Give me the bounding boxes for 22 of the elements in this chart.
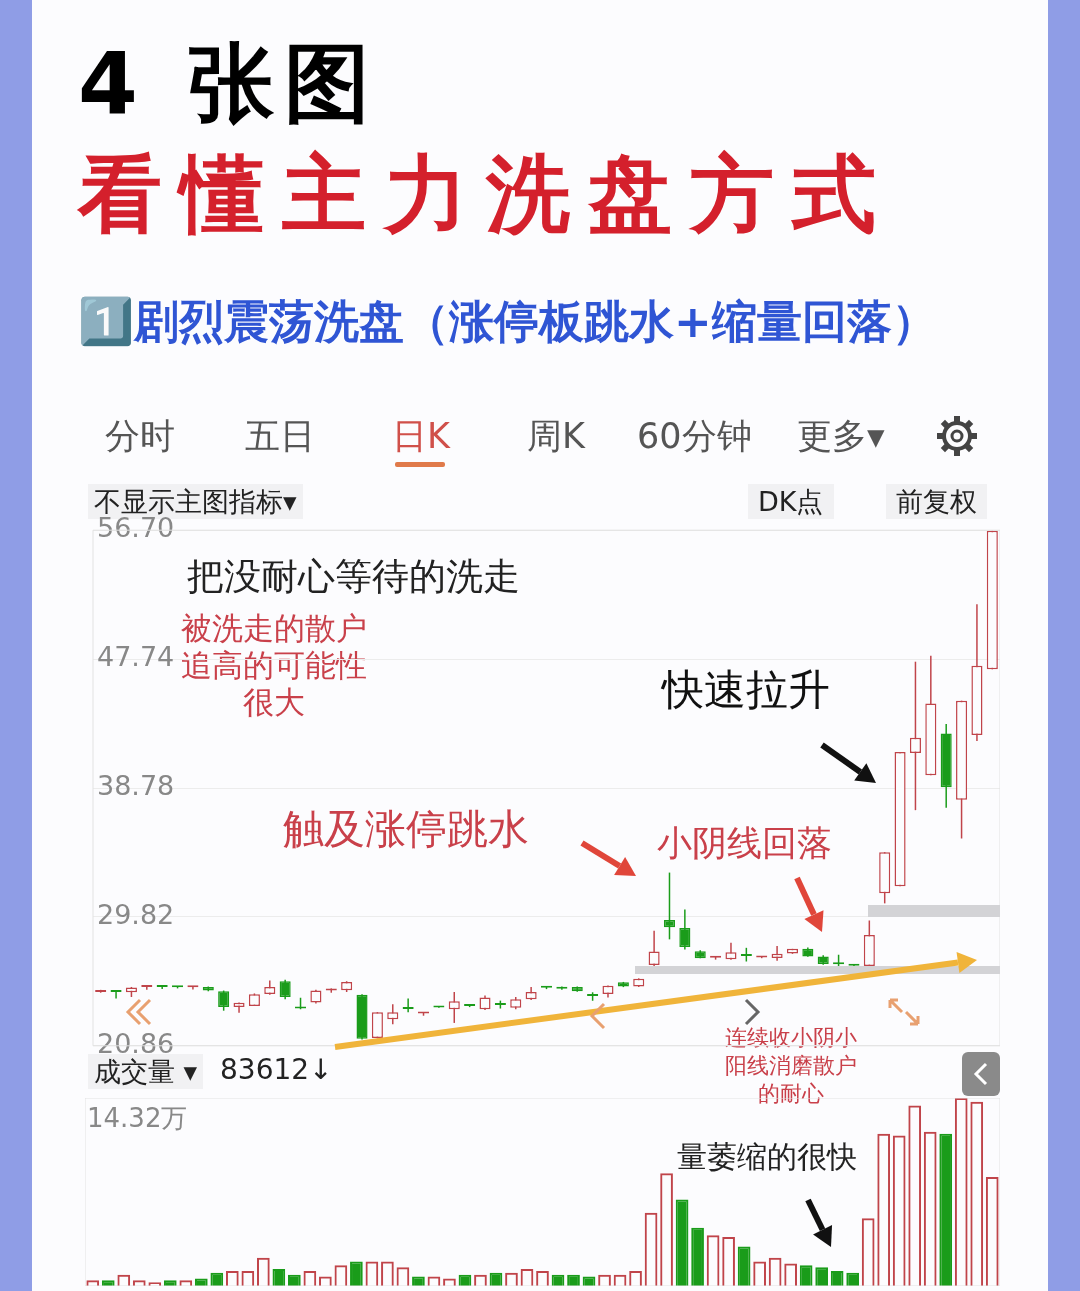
text: 成交量 ▾	[88, 1054, 204, 1090]
text: 五日	[245, 416, 315, 457]
text: 周K	[527, 416, 585, 457]
text: 1⃣剧烈震荡洗盘（涨停板跳水+缩量回落）	[78, 295, 937, 348]
chart-title: 4 张图	[78, 33, 380, 133]
y-tick-label: 47.74	[97, 641, 175, 673]
text: 60分钟	[637, 416, 752, 457]
annotation: 触及涨停跳水	[283, 805, 529, 854]
text: 更多▾	[797, 416, 885, 457]
chart-subtitle: 看懂主力洗盘方式	[78, 145, 894, 243]
annotation: 快速拉升	[662, 665, 830, 715]
annotation: 小阴线回落	[657, 823, 832, 864]
text: 前复权	[886, 484, 987, 520]
text: DK点	[748, 484, 834, 520]
y-tick-label: 29.82	[97, 898, 175, 930]
text: 83612↓	[220, 1053, 333, 1087]
annotation: 14.32万	[87, 1103, 188, 1134]
annotation: 把没耐心等待的洗走	[187, 555, 520, 599]
text: 分时	[105, 416, 175, 457]
annotation: 量萎缩的很快	[677, 1139, 857, 1175]
text: 日K	[392, 416, 450, 457]
y-tick-label: 38.78	[97, 770, 175, 802]
